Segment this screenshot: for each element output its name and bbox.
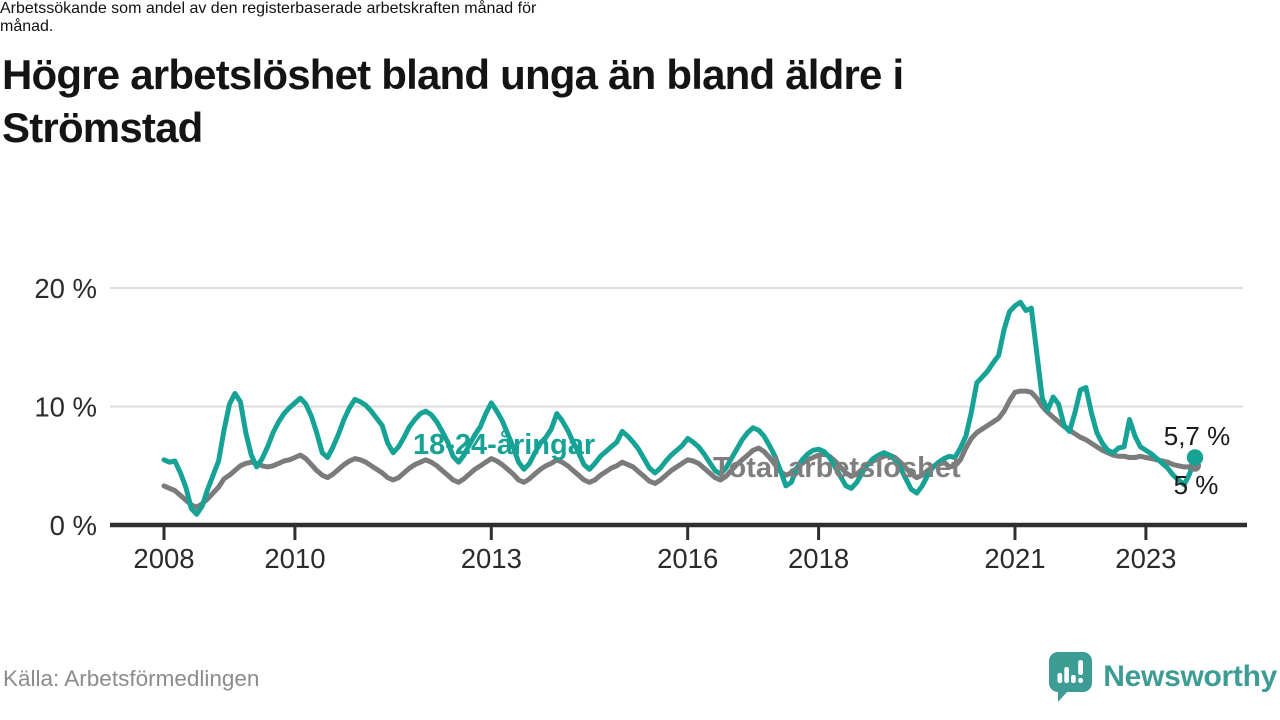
exclamation-dot [1078,678,1084,683]
y-tick-label: 10 % [34,392,97,423]
series-line-youth [161,299,1198,517]
series-label-total: Total arbetslöshet [713,452,961,484]
page-subtitle-line-1: Arbetssökande som andel av den registerb… [0,0,537,17]
end-value-label-total: 5 % [1174,470,1219,500]
bar-1 [1057,673,1063,683]
y-tick-label: 0 % [50,510,97,541]
end-value-label-youth: 5,7 % [1164,421,1231,451]
page-title: Högre arbetslöshet bland unga än bland ä… [2,48,1232,154]
bar-2 [1064,667,1070,683]
x-tick-label: 2008 [133,543,194,574]
x-tick-label: 2018 [788,543,849,574]
source-note: Källa: Arbetsförmedlingen [3,666,260,691]
page-subtitle-line-2: månad. [0,18,54,35]
bar-chart-speech-bubble-icon [1049,652,1093,702]
x-tick-label: 2023 [1115,543,1176,574]
page-title-line-1: Högre arbetslöshet bland unga än bland ä… [2,51,904,99]
exclamation-bar [1078,660,1084,675]
y-tick-label: 20 % [34,273,97,304]
speech-bubble-shape [1049,652,1093,702]
bar-3 [1071,675,1076,683]
series-line-total [161,388,1198,510]
page-title-line-2: Strömstad [2,104,203,152]
series-end-dot-youth [1186,449,1204,466]
series-label-youth: 18-24-åringar [413,429,595,461]
brand-name: Newsworthy [1103,659,1277,693]
x-tick-label: 2013 [461,543,522,574]
x-tick-label: 2016 [657,543,718,574]
x-tick-label: 2021 [984,543,1045,574]
x-tick-label: 2010 [264,543,325,574]
brand-logo: Newsworthy [1047,650,1277,703]
